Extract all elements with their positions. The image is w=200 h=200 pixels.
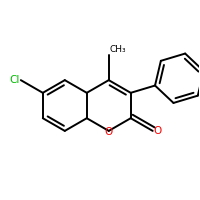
Text: O: O: [105, 127, 113, 137]
Text: CH₃: CH₃: [110, 45, 126, 54]
Text: Cl: Cl: [9, 75, 20, 85]
Text: O: O: [154, 126, 162, 136]
